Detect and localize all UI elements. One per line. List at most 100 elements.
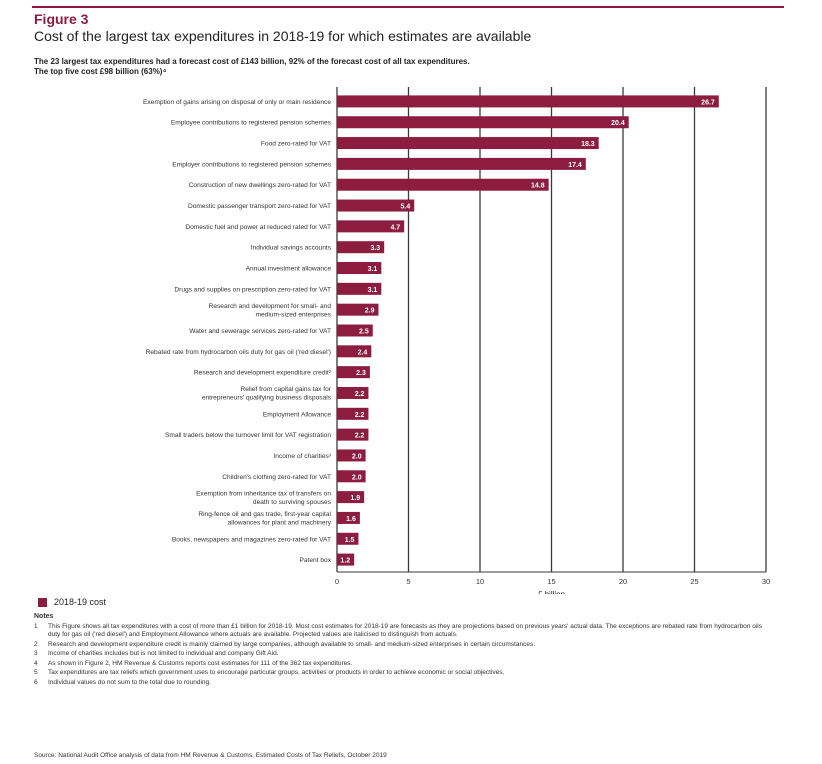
bar-value-label: 17.4 (568, 162, 582, 169)
category-label: Domestic fuel and power at reduced rated… (185, 224, 331, 231)
bar (337, 303, 379, 316)
bar-value-label: 20.4 (611, 120, 625, 127)
bar (337, 553, 355, 566)
category-label: entrepreneurs' qualifying business dispo… (202, 395, 332, 402)
bar-value-label: 3.3 (370, 245, 380, 252)
category-label: Employee contributions to registered pen… (171, 120, 332, 127)
bar (337, 345, 372, 358)
x-tick-label: 0 (335, 577, 339, 586)
note-item: 6 Individual values do not sum to the tot… (34, 679, 774, 688)
subtitle-line: The top five cost £98 billion (63%)⁴ (34, 67, 167, 76)
bar (337, 282, 382, 295)
x-tick-label: 10 (476, 577, 484, 586)
category-label: Exemption from inheritance tax of transf… (196, 490, 331, 497)
bar (337, 95, 719, 108)
bar (337, 366, 370, 379)
category-label: Construction of new dwellings zero-rated… (189, 182, 331, 189)
category-label: Ring-fence oil and gas trade, first-year… (198, 511, 331, 518)
figure-title: Cost of the largest tax expenditures in … (34, 28, 532, 44)
bar-value-label: 1.2 (340, 558, 350, 565)
x-axis-label: £ billion (538, 590, 565, 594)
source-note: Source: National Audit Office analysis o… (34, 752, 387, 759)
note-number: 1 (34, 622, 38, 630)
bar (337, 116, 629, 129)
note-number: 4 (34, 659, 38, 667)
x-tick-label: 25 (690, 577, 698, 586)
note-item: 1 This Figure shows all tax expenditures … (34, 623, 774, 640)
bar-value-label: 2.4 (358, 349, 368, 356)
category-label: Relief from capital gains tax for (240, 386, 331, 393)
bar-value-label: 5.4 (400, 204, 410, 211)
bar-value-label: 2.2 (355, 391, 365, 398)
bar (337, 241, 385, 254)
note-text: This Figure shows all tax expenditures w… (48, 622, 762, 639)
bar (337, 324, 373, 337)
bar-value-label: 1.6 (346, 516, 356, 523)
bar-value-label: 2.5 (359, 329, 369, 336)
x-tick-label: 30 (762, 577, 770, 586)
bar (337, 511, 360, 524)
bar-value-label: 1.5 (345, 537, 355, 544)
bar-value-label: 2.0 (352, 453, 362, 460)
note-text: As shown in Figure 2, HM Revenue & Custo… (48, 659, 353, 667)
subtitle-line: The 23 largest tax expenditures had a fo… (34, 57, 470, 66)
bar (337, 449, 366, 462)
note-item: 5 Tax expenditures are tax reliefs which … (34, 669, 774, 678)
note-number: 3 (34, 650, 38, 657)
bar-value-label: 14.8 (531, 183, 545, 190)
note-number: 5 (34, 669, 38, 676)
category-label: Water and sewerage services zero-rated f… (189, 328, 331, 335)
bar-value-label: 2.2 (355, 433, 365, 440)
note-text: Research and development expenditure cre… (48, 640, 536, 648)
bar (337, 137, 599, 150)
category-label: Rebated rate from hydrocarbon oils duty … (146, 349, 331, 356)
x-tick-label: 15 (547, 577, 555, 586)
bar (337, 428, 369, 441)
note-number: 2 (34, 640, 38, 648)
x-tick-label: 5 (406, 577, 410, 586)
bar-chart: 26.7 Exemption of gains arising on dispos… (143, 87, 770, 594)
bar (337, 532, 359, 545)
legend-label: 2018-19 cost (54, 597, 107, 607)
category-label: allowances for plant and machinery (228, 520, 332, 527)
bar (337, 178, 549, 191)
note-text: Income of charities includes but is not … (48, 650, 279, 657)
bar-value-label: 2.9 (365, 308, 375, 315)
category-label: death to surviving spouses (253, 499, 332, 506)
notes-section: Notes 1 This Figure shows all tax expendi… (34, 613, 774, 688)
category-label: Employer contributions to registered pen… (172, 161, 331, 168)
top-rule (32, 6, 784, 8)
x-tick-label: 20 (619, 577, 627, 586)
bar (337, 470, 366, 483)
category-label: Individual savings accounts (251, 245, 332, 252)
category-label: Income of charities³ (273, 453, 331, 460)
bar-value-label: 26.7 (701, 99, 715, 106)
category-label: Small traders below the turnover limit f… (165, 432, 331, 439)
category-label: Employment Allowance (263, 411, 332, 418)
note-text: Tax expenditures are tax reliefs which g… (48, 669, 505, 676)
note-text: Individual values do not sum to the tota… (48, 678, 211, 686)
bar (337, 220, 405, 233)
bar (337, 491, 365, 504)
category-label: Research and development expenditure cre… (194, 370, 332, 377)
note-number: 6 (34, 678, 38, 686)
bar (337, 199, 415, 212)
category-label: Exemption of gains arising on disposal o… (143, 99, 331, 106)
bar (337, 386, 369, 399)
figure-subtitle: The 23 largest tax expenditures had a fo… (34, 57, 754, 77)
figure-label: Figure 3 (34, 11, 89, 27)
bar (337, 262, 382, 275)
category-label: Research and development for small- and (209, 303, 332, 310)
category-label: Books, newspapers and magazines zero-rat… (172, 536, 331, 543)
category-label: Children's clothing zero-rated for VAT (222, 474, 331, 481)
notes-heading: Notes (34, 613, 54, 620)
bar-value-label: 3.1 (368, 287, 378, 294)
bar-value-label: 2.3 (356, 370, 366, 377)
note-item: 3 Income of charities includes but is not… (34, 650, 774, 659)
bar-value-label: 4.7 (390, 224, 400, 231)
bar-value-label: 2.2 (355, 412, 365, 419)
legend-swatch (38, 597, 47, 607)
bar (337, 407, 369, 420)
bar-value-label: 2.0 (352, 474, 362, 481)
